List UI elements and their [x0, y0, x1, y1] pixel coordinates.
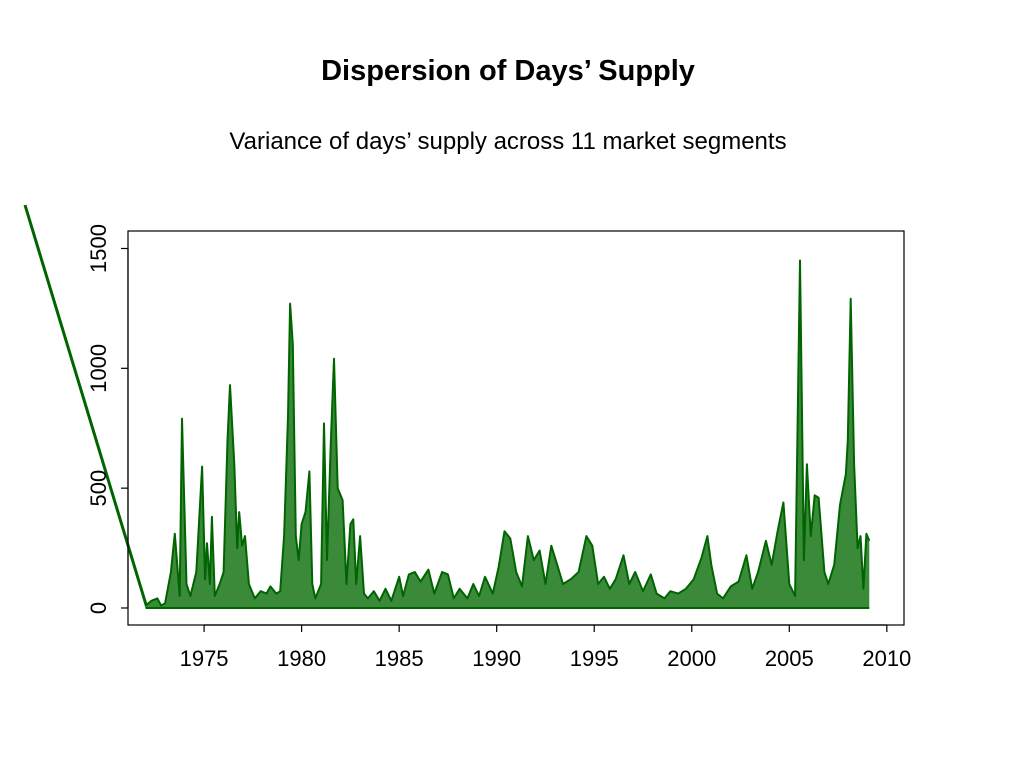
- x-tick-label: 1990: [472, 646, 521, 671]
- artifact-line: [23, 204, 149, 609]
- area-line: [144, 259, 871, 607]
- y-tick-label: 500: [86, 470, 111, 507]
- y-tick-label: 1500: [86, 224, 111, 273]
- y-tick-label: 0: [86, 602, 111, 614]
- x-tick-label: 1975: [180, 646, 229, 671]
- area-fill: [145, 260, 870, 608]
- x-tick-label: 1980: [277, 646, 326, 671]
- x-tick-label: 1995: [570, 646, 619, 671]
- y-tick-label: 1000: [86, 344, 111, 393]
- x-tick-label: 1985: [375, 646, 424, 671]
- x-tick-label: 2005: [765, 646, 814, 671]
- x-tick-label: 2000: [667, 646, 716, 671]
- chart-subtitle: Variance of days’ supply across 11 marke…: [229, 128, 786, 155]
- chart-title: Dispersion of Days’ Supply: [321, 55, 695, 87]
- x-tick-label: 2010: [862, 646, 911, 671]
